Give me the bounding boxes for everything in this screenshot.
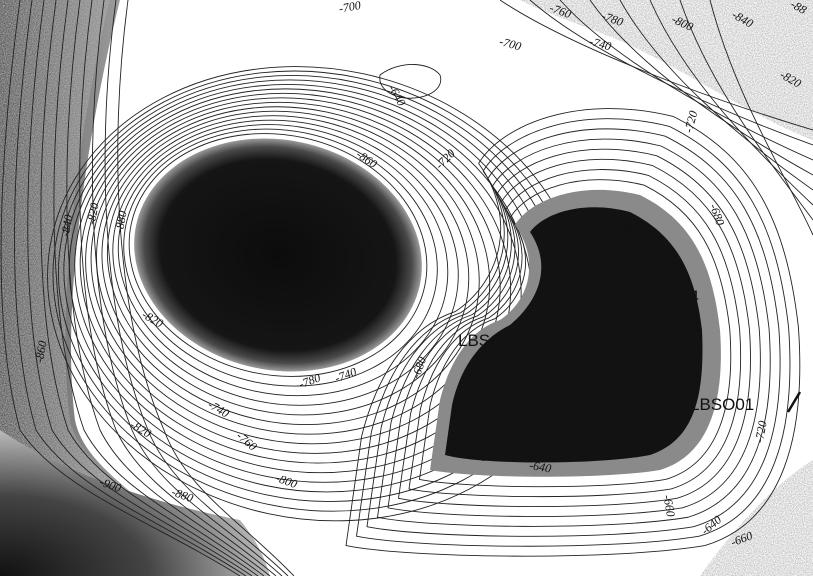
well-label: LBSO01 bbox=[690, 395, 754, 414]
well-label: 04 bbox=[680, 287, 699, 306]
page: {"map": { "contour_labels": [-700, -760,… bbox=[0, 0, 813, 576]
contour-map: -700-760-780-800-840-88-820-700-740-640-… bbox=[0, 0, 813, 576]
well-label: LBSO bbox=[458, 331, 503, 350]
